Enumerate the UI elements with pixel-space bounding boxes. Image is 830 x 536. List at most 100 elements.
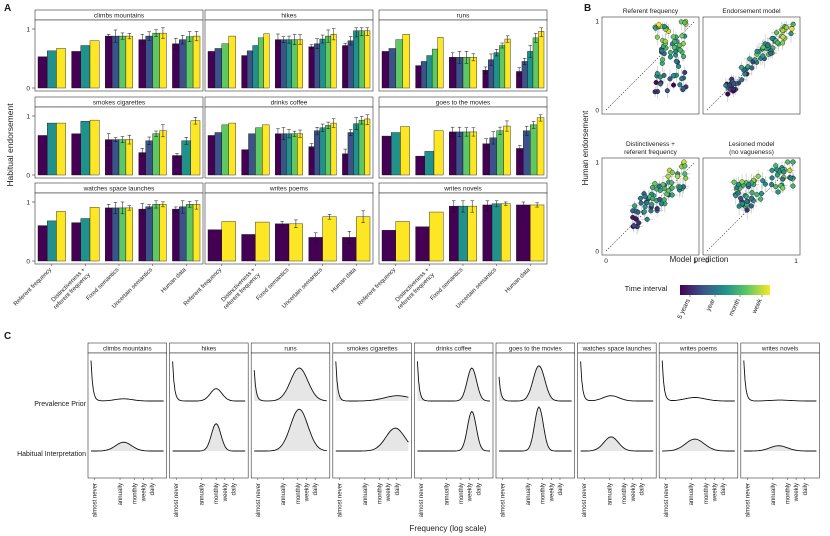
scatter-point <box>670 73 676 79</box>
bar <box>429 211 444 262</box>
bar <box>358 30 365 89</box>
bar <box>190 120 201 176</box>
bar <box>356 216 371 262</box>
scatter-point <box>725 91 731 97</box>
facet-title: writes novels <box>761 346 798 353</box>
scatter-point <box>731 179 737 185</box>
x-tick-label: weekly <box>223 483 229 502</box>
prior-density-line <box>172 361 246 402</box>
scatter-point <box>760 44 766 50</box>
x-tick-label: Distinctiveness +referent frequency <box>392 267 436 311</box>
x-tick-label: Human data <box>504 267 532 295</box>
bar <box>516 148 524 176</box>
scatter-point <box>671 82 677 88</box>
bar <box>159 204 167 262</box>
bar <box>181 140 192 176</box>
scatter-point <box>681 54 687 60</box>
bar <box>221 43 229 89</box>
x-tick-label: almost never <box>174 483 180 517</box>
bar <box>462 131 471 176</box>
scatter-point <box>680 85 686 91</box>
bar <box>424 151 435 176</box>
bar <box>56 122 66 176</box>
bar <box>458 205 468 262</box>
bar <box>255 221 270 262</box>
bar <box>248 133 256 176</box>
posterior-density-fill <box>743 445 817 451</box>
posterior-density-line <box>335 427 409 452</box>
bar <box>286 39 292 89</box>
x-tick-label: weekly <box>631 483 637 502</box>
y-tick-label: 0 <box>26 173 30 180</box>
panel-a: A Habitual endorsement climbs mountains 0… <box>4 3 548 311</box>
posterior-density-line <box>417 410 490 452</box>
bar <box>228 122 236 176</box>
scatter-point <box>654 71 660 77</box>
bar <box>400 126 410 176</box>
bar <box>381 51 390 89</box>
scatter-point <box>780 28 786 34</box>
bar <box>179 206 187 262</box>
bar <box>118 35 127 89</box>
scatter-point <box>630 208 636 214</box>
scatter-point <box>658 201 664 207</box>
bar <box>37 225 48 262</box>
bar <box>493 52 500 89</box>
scatter-point <box>667 76 673 82</box>
facet-title: watches space launches <box>83 186 156 193</box>
facet-title: goes to the movies <box>509 346 562 353</box>
scatter-point <box>652 181 658 187</box>
facet-title: writes poems <box>269 186 309 193</box>
facet-title: smokes cigarettes <box>347 346 398 353</box>
bar <box>449 131 457 176</box>
scatter-point <box>679 33 685 39</box>
x-tick-label: monthly <box>704 483 710 504</box>
posterior-density-line <box>743 445 817 452</box>
bar <box>291 133 298 176</box>
facet-title: writes poems <box>679 346 717 353</box>
legend-label: month <box>728 298 742 318</box>
scatter-point <box>780 40 786 46</box>
bar-facet-7: writes poems Referent frequencyDistinctiv… <box>183 182 374 311</box>
bar <box>172 208 180 262</box>
bar <box>482 204 493 262</box>
x-tick-label: Fixed semantics <box>430 267 465 302</box>
density-facet-2: runs almost never annually monthly weekly dai… <box>250 342 331 517</box>
bar <box>80 121 91 176</box>
scatter-point <box>775 189 781 195</box>
bar <box>364 118 371 176</box>
facet-title: runs <box>457 13 470 20</box>
scatter-facet-title: Lesioned model (no vagueness) <box>729 141 775 156</box>
x-tick-label: almost never <box>256 483 262 517</box>
bar-facet-2: runs <box>378 9 548 92</box>
bar <box>111 207 120 262</box>
x-tick-label: annually <box>608 483 614 505</box>
bar <box>221 124 229 176</box>
bar <box>145 140 153 176</box>
scatter-point <box>638 200 644 206</box>
bar-facet-4: drinks coffee <box>204 96 374 179</box>
bar <box>37 135 48 176</box>
scatter-point <box>662 38 668 44</box>
scatter-point <box>682 171 688 177</box>
x-tick-label: almost never <box>664 483 670 517</box>
panel-b-xlabel: Model prediction <box>670 255 729 264</box>
bar <box>111 139 120 176</box>
bar <box>80 218 91 262</box>
bar <box>138 39 146 89</box>
scatter-point <box>667 54 673 60</box>
bar <box>56 48 66 89</box>
y-tick-label: 1 <box>26 200 30 207</box>
x-tick-label: Distinctiveness +referent frequency <box>218 267 262 311</box>
posterior-density-line <box>499 406 572 452</box>
posterior-density-fill <box>335 428 409 451</box>
y-tick-label: 0 <box>26 259 30 266</box>
posterior-density-line <box>91 441 164 452</box>
facet-panel <box>169 352 249 479</box>
bar <box>322 216 337 262</box>
bar <box>172 155 182 176</box>
bar <box>280 39 287 89</box>
scatter-point <box>650 196 656 202</box>
bar <box>530 204 545 262</box>
bar <box>179 39 187 89</box>
